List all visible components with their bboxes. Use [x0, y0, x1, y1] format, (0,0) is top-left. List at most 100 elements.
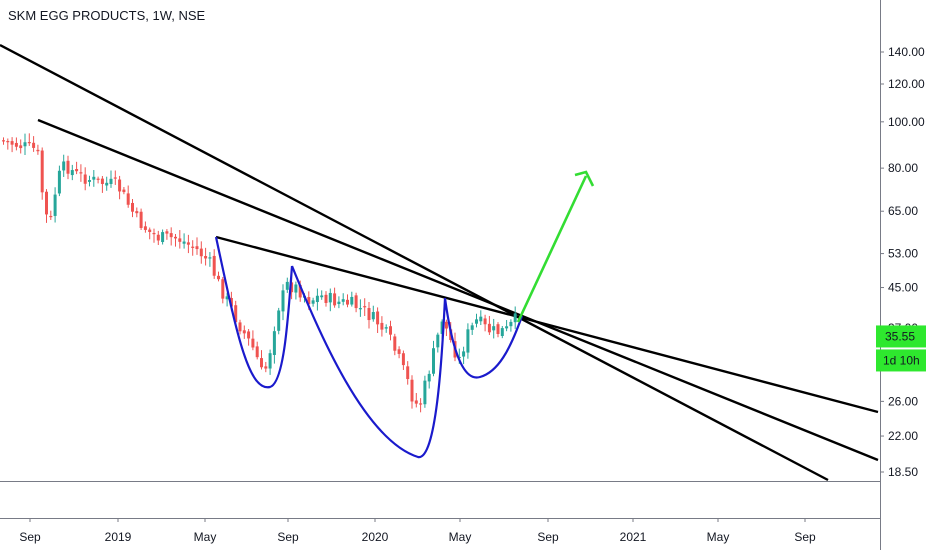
candle-body — [118, 179, 122, 192]
candle-body — [139, 211, 143, 228]
candle-body — [109, 178, 113, 184]
price-tick-label: 80.00 — [888, 161, 918, 175]
candle-body — [247, 331, 251, 339]
candle-body — [462, 351, 466, 357]
price-tick-label: 120.00 — [888, 77, 925, 91]
candle-body — [320, 295, 324, 298]
target-arrow-shaft — [516, 175, 588, 323]
candle-body — [483, 318, 487, 325]
trendlines — [0, 43, 879, 482]
candle-body — [376, 311, 380, 325]
countdown-badge — [876, 349, 926, 372]
candle-body — [354, 295, 358, 309]
pattern-curve — [214, 236, 294, 389]
candle-body — [66, 160, 70, 174]
candle-body — [496, 324, 500, 335]
candle-body — [23, 142, 27, 147]
candle-body — [384, 327, 388, 329]
candle-body — [509, 321, 513, 327]
candle-body — [161, 232, 165, 243]
price-tick-label: 53.00 — [888, 247, 918, 261]
candle-body — [126, 193, 130, 205]
time-tick-label: May — [449, 530, 472, 544]
candle-body — [487, 323, 491, 333]
candle-body — [290, 282, 294, 293]
candle-body — [436, 334, 440, 348]
candle-body — [513, 313, 517, 323]
candle-body — [113, 177, 117, 179]
candle-body — [83, 174, 87, 184]
candle-body — [88, 180, 91, 182]
candle-body — [57, 170, 61, 194]
candle-body — [75, 169, 79, 172]
price-tick-label: 140.00 — [888, 45, 925, 59]
candle-body — [389, 326, 392, 335]
candle-body — [62, 161, 66, 171]
candle-body — [298, 284, 302, 298]
candle-body — [277, 310, 281, 331]
candle-body — [19, 145, 23, 149]
candle-body — [27, 142, 31, 144]
candles — [2, 133, 517, 413]
candle-body — [315, 295, 319, 303]
candle-body — [96, 178, 100, 180]
candle-body — [53, 194, 57, 216]
candle-body — [423, 380, 427, 405]
candle-body — [191, 246, 195, 248]
candle-body — [6, 141, 10, 143]
time-tick-label: Sep — [537, 530, 559, 544]
candle-body — [242, 330, 246, 334]
price-axis[interactable]: 140.00120.00100.0080.0065.0053.0045.0037… — [880, 0, 932, 550]
candle-body — [333, 293, 337, 306]
candle-body — [350, 296, 354, 305]
candle-body — [432, 348, 435, 374]
time-tick-label: Sep — [19, 530, 41, 544]
price-tick-label: 26.00 — [888, 394, 918, 408]
candle-body — [281, 290, 285, 312]
time-tick-label: May — [707, 530, 730, 544]
pattern-curve — [443, 297, 524, 379]
candle-body — [363, 306, 367, 308]
candle-body — [268, 353, 272, 369]
candle-body — [260, 358, 263, 368]
price-tick-label: 65.00 — [888, 204, 918, 218]
candle-body — [466, 329, 470, 353]
target-arrow — [516, 170, 595, 323]
candle-body — [238, 322, 242, 332]
trendline — [0, 43, 829, 482]
candle-body — [208, 257, 212, 259]
pattern-curve — [290, 265, 447, 459]
time-tick-label: 2020 — [362, 530, 389, 544]
candle-body — [148, 229, 152, 232]
price-tick-label: 18.50 — [888, 465, 918, 479]
candle-body — [251, 338, 255, 348]
candle-body — [143, 226, 147, 230]
candle-body — [264, 366, 268, 369]
candle-body — [135, 211, 139, 214]
candle-body — [169, 233, 173, 238]
candle-body — [2, 140, 5, 142]
target-arrow-head — [574, 170, 595, 187]
candle-body — [212, 255, 216, 276]
candle-body — [311, 300, 315, 304]
time-tick-label: Sep — [277, 530, 299, 544]
candle-body — [406, 366, 410, 380]
candle-body — [337, 301, 341, 304]
candle-body — [346, 299, 349, 305]
price-axis-bg — [880, 0, 932, 550]
candle-body — [122, 189, 126, 193]
price-tick-label: 22.00 — [888, 429, 918, 443]
candle-body — [367, 308, 371, 321]
candle-body — [294, 284, 298, 293]
candle-body — [479, 316, 483, 322]
time-axis[interactable]: Sep 2019 May Sep 2020 May Sep 2021 May Sep — [0, 481, 880, 545]
candle-body — [92, 176, 96, 180]
price-tick-label: 100.00 — [888, 115, 925, 129]
candle-body — [371, 312, 375, 320]
candle-body — [401, 353, 405, 366]
chart-title: SKM EGG PRODUCTS, 1W, NSE — [8, 8, 206, 23]
candle-body — [79, 172, 83, 174]
time-tick-label: 2019 — [105, 530, 132, 544]
